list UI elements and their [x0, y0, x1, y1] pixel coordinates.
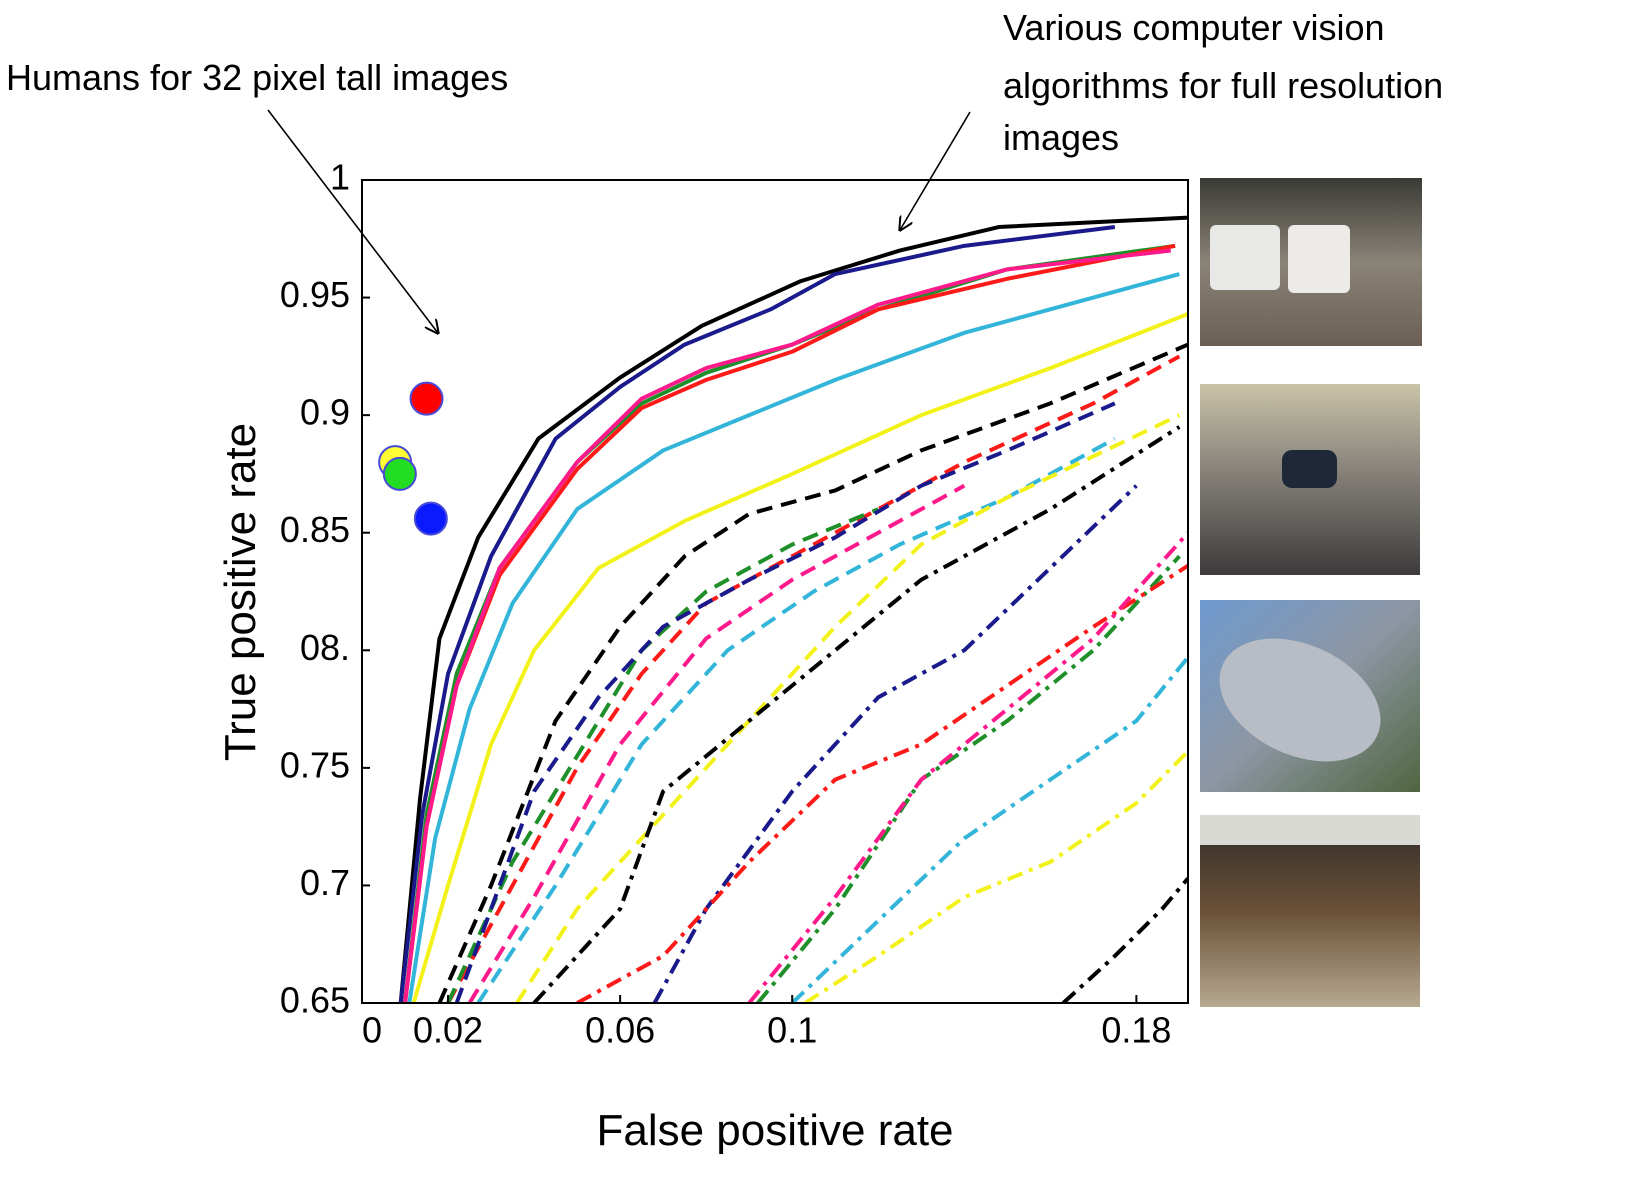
y-tick-label: 0.65 [280, 980, 350, 1021]
annotation: Humans for 32 pixel tall images [6, 57, 508, 98]
y-tick-label: 0.9 [300, 392, 350, 433]
y-tick-label: 0.95 [280, 274, 350, 315]
roc-curve [403, 243, 1176, 1003]
roc-curve [467, 483, 966, 1003]
human-point [382, 456, 417, 491]
x-tick-label: 0.18 [1101, 1010, 1171, 1051]
roc-curve [398, 215, 1188, 1003]
y-tick-label: 0.75 [280, 744, 350, 785]
roc-curve [756, 554, 1181, 1003]
photo [1288, 225, 1350, 293]
x-tick-label: 0 [362, 1010, 382, 1051]
y-tick-label: 0.7 [300, 862, 350, 903]
x-axis-label: False positive rate [596, 1106, 953, 1155]
roc-curve [804, 749, 1188, 1003]
roc-curve [532, 425, 1181, 1003]
roc-curve [411, 312, 1188, 1003]
roc-curve [446, 354, 1181, 1003]
annotation-arrow [900, 111, 971, 230]
roc-curve [747, 531, 1188, 1003]
photo [1282, 450, 1337, 488]
roc-curve [790, 656, 1188, 1003]
photo [1200, 815, 1420, 845]
photo [1219, 638, 1381, 762]
annotation-arrow [267, 109, 438, 333]
photo [1200, 815, 1420, 1007]
annotation: Various computer vision [1003, 7, 1385, 48]
human-point [413, 501, 448, 536]
roc-curve [476, 436, 1116, 1003]
roc-curve [403, 248, 1172, 1003]
roc-curve [454, 401, 1116, 1003]
roc-curve [515, 413, 1181, 1003]
plot-frame [361, 179, 1189, 1004]
human-point [409, 381, 444, 416]
y-tick-label: 1 [330, 157, 350, 198]
y-tick-label: 08. [300, 627, 350, 668]
y-axis-label: True positive rate [216, 423, 265, 761]
roc-curve [403, 243, 1176, 1003]
x-tick-label: 0.02 [413, 1010, 483, 1051]
y-tick-label: 0.85 [280, 509, 350, 550]
roc-curve [407, 272, 1180, 1003]
photo [1210, 225, 1280, 290]
roc-curve [398, 225, 1116, 1003]
roc-curve [437, 342, 1188, 1003]
x-tick-label: 0.1 [767, 1010, 817, 1051]
x-tick-label: 0.06 [585, 1010, 655, 1051]
annotation: images [1003, 117, 1119, 158]
plot-area [378, 215, 1188, 1003]
annotation: algorithms for full resolution [1003, 65, 1443, 106]
roc-curve [1061, 877, 1188, 1003]
